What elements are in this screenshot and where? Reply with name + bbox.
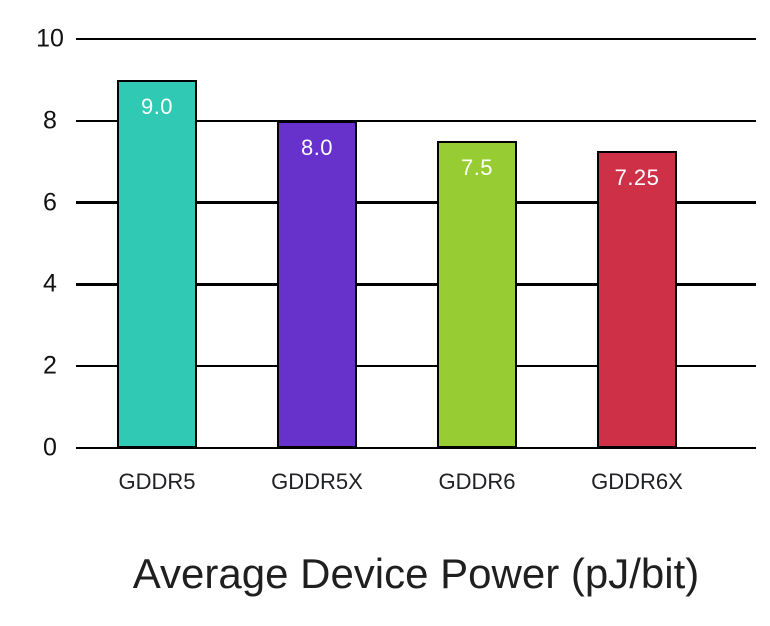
bar-value-label-gddr5: 9.0 xyxy=(140,93,174,119)
y-axis-tick-0: 0 xyxy=(43,433,57,462)
chart-title: Average Device Power (pJ/bit) xyxy=(132,550,700,597)
gridline-10 xyxy=(76,37,756,41)
bar-gddr5x: 8.0 xyxy=(277,120,357,448)
y-axis-tick-4: 4 xyxy=(43,269,57,298)
bar-gddr5: 9.0 xyxy=(117,79,197,448)
y-axis-tick-8: 8 xyxy=(43,106,57,135)
bar-value-label-gddr6: 7.5 xyxy=(460,155,494,181)
x-axis-label-gddr6x: GDDR6X xyxy=(591,469,683,494)
x-axis-label-gddr6: GDDR6 xyxy=(438,469,516,494)
bar-gddr6: 7.5 xyxy=(437,141,517,448)
y-axis-tick-6: 6 xyxy=(43,188,57,217)
plot-area: 9.0 8.0 7.5 7.25 xyxy=(76,37,756,450)
y-axis-tick-10: 10 xyxy=(36,24,64,53)
bar-value-label-gddr5x: 8.0 xyxy=(300,134,334,160)
y-axis-tick-2: 2 xyxy=(43,351,57,380)
x-axis-label-gddr5: GDDR5 xyxy=(118,469,196,494)
gridline-2 xyxy=(76,364,756,368)
gridline-4 xyxy=(76,283,756,286)
gridline-6 xyxy=(76,201,756,204)
x-axis-label-gddr5x: GDDR5X xyxy=(271,469,363,494)
gridline-0 xyxy=(76,446,756,450)
bar-gddr6x: 7.25 xyxy=(597,151,677,448)
gridline-8 xyxy=(76,119,756,123)
bar-value-label-gddr6x: 7.25 xyxy=(614,165,660,191)
